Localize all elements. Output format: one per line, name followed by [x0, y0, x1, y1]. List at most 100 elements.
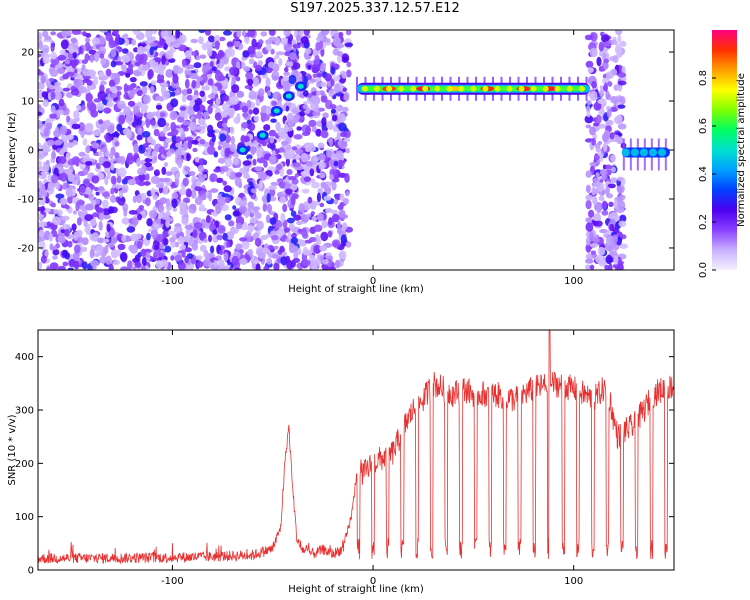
- noise-blob: [236, 90, 245, 98]
- noise-blob: [345, 241, 352, 248]
- noise-blob: [217, 157, 226, 164]
- noise-blob: [52, 249, 60, 256]
- noise-blob: [89, 218, 97, 227]
- colorbar: [712, 30, 737, 270]
- noise-blob: [50, 31, 57, 36]
- noise-blob: [50, 202, 56, 208]
- noise-blob: [344, 173, 350, 183]
- noise-blob: [219, 89, 226, 94]
- noise-blob: [184, 255, 189, 264]
- noise-blob: [193, 94, 198, 100]
- noise-blob: [609, 132, 615, 140]
- noise-blob: [98, 156, 105, 165]
- noise-blob: [86, 100, 95, 109]
- noise-blob: [184, 50, 192, 58]
- spectrogram-y-tick-label: -10: [18, 194, 34, 205]
- noise-blob: [131, 39, 137, 46]
- noise-blob: [301, 259, 311, 267]
- noise-blob: [337, 54, 342, 64]
- noise-blob: [224, 158, 233, 168]
- noise-blob: [250, 188, 257, 194]
- noise-blob: [201, 194, 207, 201]
- noise-blob: [114, 152, 120, 159]
- rising-tone-core: [259, 132, 266, 138]
- main-line-node: [494, 85, 501, 92]
- noise-blob: [285, 105, 290, 112]
- noise-blob: [90, 184, 95, 190]
- noise-blob: [129, 77, 137, 83]
- noise-blob: [139, 47, 148, 52]
- noise-blob: [314, 234, 320, 243]
- noise-blob: [176, 116, 185, 123]
- noise-blob: [235, 76, 241, 82]
- noise-blob: [336, 131, 341, 140]
- noise-blob: [283, 30, 291, 37]
- noise-blob: [141, 248, 147, 257]
- noise-blob: [265, 43, 272, 52]
- noise-blob: [165, 69, 174, 78]
- noise-blob: [186, 153, 191, 162]
- noise-blob: [153, 128, 160, 137]
- noise-blob: [595, 160, 601, 165]
- noise-blob: [285, 188, 293, 195]
- noise-blob: [592, 216, 602, 221]
- noise-blob: [320, 63, 326, 72]
- noise-blob: [291, 62, 301, 70]
- noise-blob: [85, 145, 91, 154]
- noise-blob: [110, 175, 117, 185]
- main-line-node: [374, 85, 381, 92]
- noise-blob: [282, 79, 290, 89]
- noise-blob: [141, 265, 146, 270]
- noise-blob: [345, 191, 350, 197]
- noise-blob: [266, 203, 273, 213]
- noise-blob: [137, 89, 143, 97]
- noise-blob: [161, 90, 171, 100]
- noise-blob: [172, 64, 181, 74]
- noise-blob: [195, 255, 203, 260]
- noise-blob: [590, 250, 597, 255]
- noise-blob: [225, 134, 231, 144]
- noise-blob: [71, 88, 80, 96]
- noise-blob: [101, 192, 110, 197]
- noise-blob: [296, 34, 301, 41]
- noise-blob: [104, 175, 109, 186]
- noise-blob: [619, 243, 628, 249]
- noise-blob: [311, 215, 318, 222]
- noise-blob: [170, 128, 179, 136]
- noise-blob: [50, 91, 56, 100]
- noise-blob: [317, 153, 326, 161]
- noise-blob: [179, 106, 187, 111]
- noise-blob: [329, 104, 337, 110]
- noise-blob: [229, 66, 238, 76]
- colorbar-axis: 0.0 0.2 0.4 0.6 0.8: [698, 70, 716, 278]
- noise-blob: [293, 214, 302, 221]
- noise-blob: [597, 141, 603, 145]
- noise-blob: [42, 163, 50, 173]
- noise-blob: [186, 64, 195, 70]
- noise-blob: [585, 199, 592, 210]
- noise-blob: [244, 172, 249, 180]
- noise-blob: [289, 221, 294, 232]
- noise-blob: [252, 107, 260, 115]
- rising-tone-core: [273, 108, 280, 114]
- noise-blob: [341, 214, 349, 219]
- noise-blob: [335, 150, 344, 160]
- noise-blob: [233, 267, 242, 270]
- noise-blob: [283, 43, 292, 52]
- noise-blob: [81, 237, 89, 246]
- noise-blob: [320, 30, 330, 36]
- noise-blob: [272, 91, 281, 100]
- noise-blob: [315, 128, 322, 137]
- noise-blob: [153, 169, 160, 177]
- noise-blob: [154, 244, 160, 251]
- noise-blob: [321, 220, 328, 228]
- noise-blob: [333, 199, 339, 205]
- noise-blob: [226, 41, 234, 47]
- noise-blob: [112, 259, 121, 265]
- noise-blob: [601, 200, 608, 210]
- noise-blob: [47, 139, 55, 146]
- noise-blob: [340, 234, 347, 244]
- noise-blob: [283, 76, 289, 82]
- noise-blob: [608, 201, 614, 207]
- noise-blob: [608, 263, 613, 270]
